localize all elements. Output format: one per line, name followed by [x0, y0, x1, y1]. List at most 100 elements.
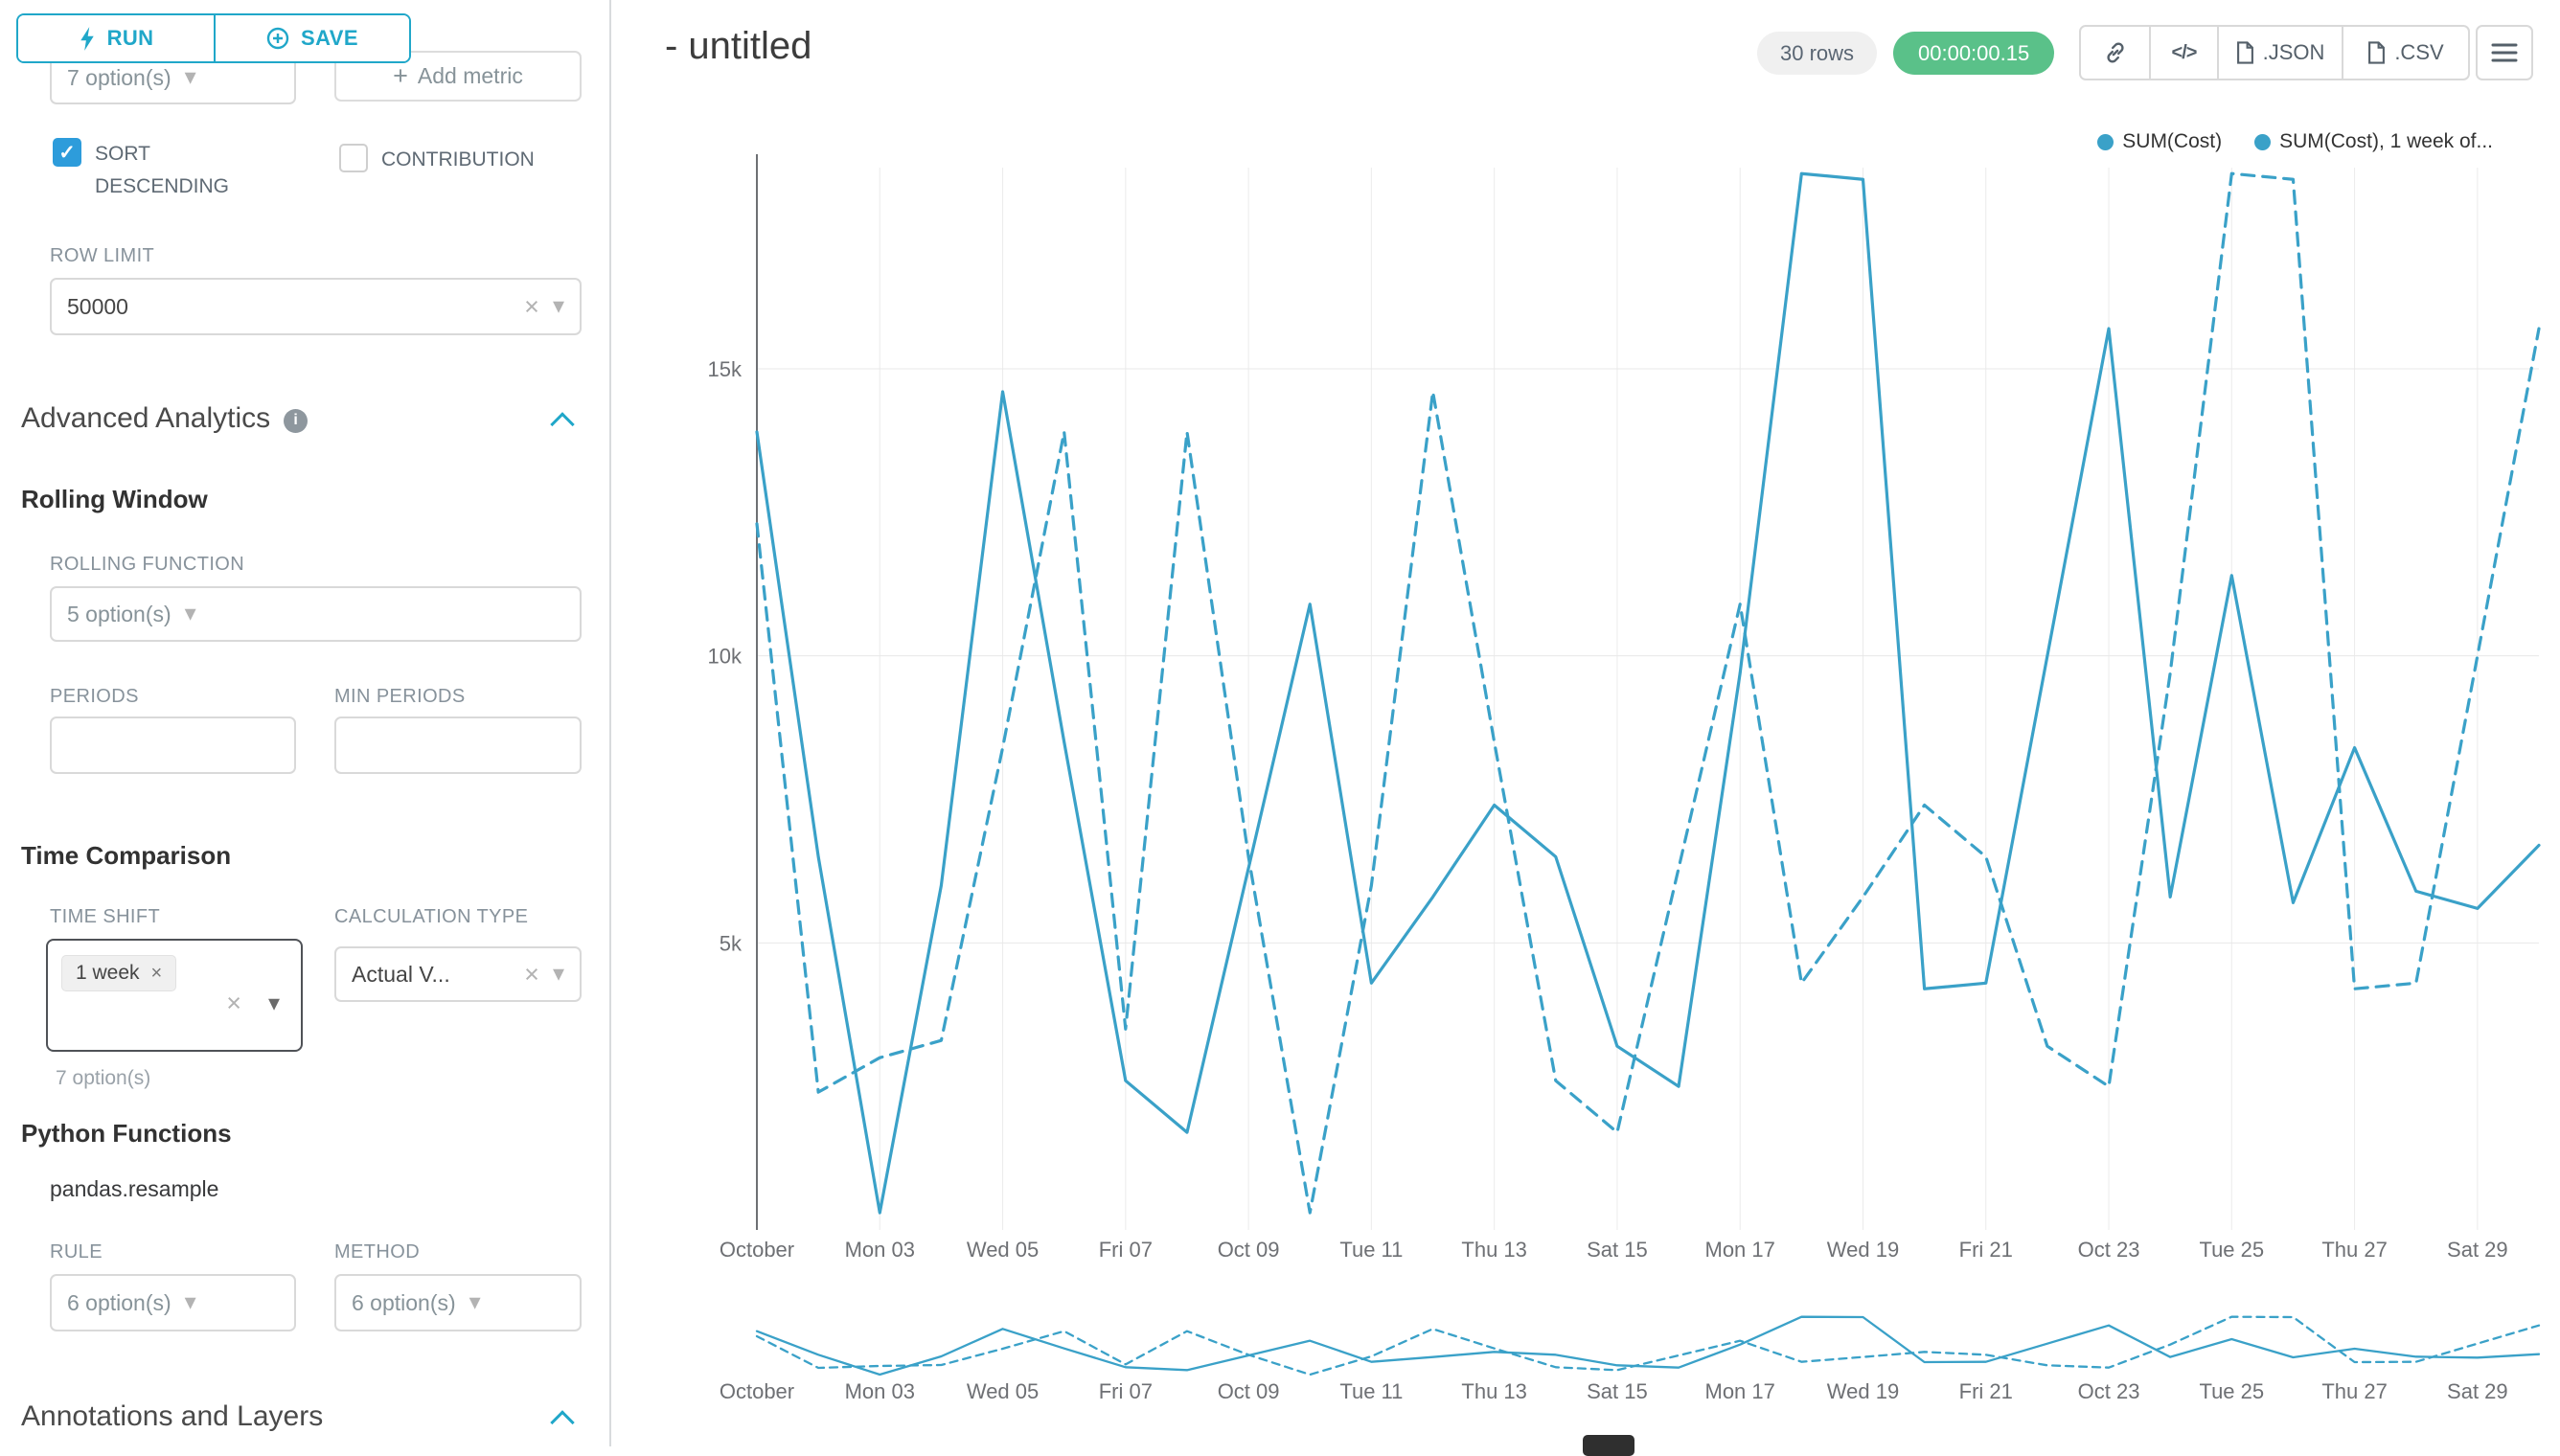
- run-button-label: RUN: [106, 26, 154, 50]
- save-button[interactable]: SAVE: [214, 15, 409, 61]
- clear-icon[interactable]: ×: [524, 959, 539, 989]
- contribution-label: CONTRIBUTION: [381, 148, 535, 171]
- time-shift-hint: 7 option(s): [56, 1067, 151, 1089]
- svg-text:Tue 25: Tue 25: [2199, 1379, 2264, 1403]
- chevron-down-icon: ▾: [184, 601, 196, 626]
- run-save-button-group: RUN SAVE: [16, 13, 411, 63]
- svg-text:Sat 15: Sat 15: [1587, 1238, 1648, 1262]
- add-metric-button[interactable]: + Add metric: [334, 51, 582, 102]
- legend-item-sum-cost-offset[interactable]: SUM(Cost), 1 week of...: [2254, 130, 2493, 153]
- svg-text:Thu 13: Thu 13: [1461, 1379, 1527, 1403]
- annotations-title: Annotations and Layers: [21, 1400, 324, 1432]
- chevron-down-icon: ▾: [552, 293, 564, 319]
- svg-text:Tue 11: Tue 11: [1339, 1379, 1403, 1403]
- svg-text:Wed 05: Wed 05: [967, 1238, 1039, 1262]
- python-functions-header: Python Functions: [21, 1119, 232, 1148]
- scroll-handle[interactable]: [1583, 1435, 1634, 1456]
- chevron-down-icon: ▾: [184, 1289, 196, 1315]
- pandas-resample-item: pandas.resample: [50, 1176, 219, 1201]
- svg-text:Oct 09: Oct 09: [1218, 1379, 1280, 1403]
- collapse-chevron-icon[interactable]: [550, 1410, 575, 1435]
- run-button[interactable]: RUN: [18, 15, 214, 61]
- legend-item-sum-cost[interactable]: SUM(Cost): [2097, 130, 2222, 153]
- export-csv-button[interactable]: .CSV: [2342, 27, 2468, 79]
- svg-text:Fri 07: Fri 07: [1099, 1379, 1153, 1403]
- chart-legend: SUM(Cost) SUM(Cost), 1 week of...: [2097, 130, 2493, 153]
- svg-text:5k: 5k: [720, 931, 743, 955]
- collapse-chevron-icon[interactable]: [550, 412, 575, 437]
- series-dot-icon: [2254, 133, 2272, 150]
- rolling-function-select[interactable]: 5 option(s) ▾: [50, 586, 582, 642]
- file-icon: [2368, 41, 2386, 64]
- metric-select-value: 7 option(s): [67, 64, 171, 90]
- svg-text:Wed 05: Wed 05: [967, 1379, 1039, 1403]
- chevron-down-icon: ▾: [184, 64, 196, 90]
- chevron-down-icon: ▾: [469, 1289, 481, 1315]
- svg-text:October: October: [720, 1379, 794, 1403]
- chevron-down-icon[interactable]: ▾: [267, 990, 280, 1016]
- hamburger-menu-icon: [2491, 43, 2518, 62]
- time-comparison-header: Time Comparison: [21, 841, 232, 870]
- chart-title: - untitled: [665, 25, 812, 67]
- series-dot-icon: [2097, 133, 2114, 150]
- rolling-window-header: Rolling Window: [21, 485, 208, 513]
- export-button-group: </> .JSON .CSV: [2079, 25, 2470, 80]
- calculation-type-label: CALCULATION TYPE: [334, 906, 529, 927]
- svg-text:Thu 27: Thu 27: [2321, 1238, 2388, 1262]
- svg-text:Mon 03: Mon 03: [845, 1379, 915, 1403]
- svg-text:Oct 23: Oct 23: [2078, 1379, 2140, 1403]
- rolling-function-value: 5 option(s): [67, 601, 171, 626]
- rolling-function-label: ROLLING FUNCTION: [50, 554, 245, 575]
- svg-text:15k: 15k: [708, 357, 743, 381]
- annotations-header[interactable]: Annotations and Layers: [21, 1400, 323, 1433]
- calculation-type-select[interactable]: Actual V... × ▾: [334, 946, 582, 1002]
- rule-label: RULE: [50, 1241, 103, 1263]
- view-query-button[interactable]: </>: [2149, 27, 2217, 79]
- svg-text:Tue 25: Tue 25: [2199, 1238, 2264, 1262]
- min-periods-input[interactable]: [334, 717, 582, 774]
- clear-icon[interactable]: ×: [226, 989, 241, 1017]
- copy-link-button[interactable]: [2081, 27, 2149, 79]
- svg-text:Fri 21: Fri 21: [1959, 1379, 2013, 1403]
- svg-text:Wed 19: Wed 19: [1827, 1238, 1899, 1262]
- clear-icon[interactable]: ×: [524, 291, 539, 321]
- check-icon: ✓: [58, 141, 76, 164]
- svg-text:October: October: [720, 1238, 794, 1262]
- rule-select[interactable]: 6 option(s) ▾: [50, 1274, 296, 1331]
- file-icon: [2236, 41, 2253, 64]
- timeseries-chart[interactable]: 5k 10k 15k October Mon 03 Wed 05 Fri 07 Oct 09 T…: [611, 134, 2560, 1288]
- save-button-label: SAVE: [301, 26, 358, 50]
- control-panel: 7 option(s) ▾ + Add metric RUN SAVE ✓ SO…: [0, 0, 611, 1446]
- svg-text:Fri 21: Fri 21: [1959, 1238, 2013, 1262]
- row-limit-label: ROW LIMIT: [50, 245, 155, 266]
- periods-label: PERIODS: [50, 686, 139, 707]
- svg-text:Mon 17: Mon 17: [1705, 1379, 1775, 1403]
- more-options-button[interactable]: [2476, 25, 2533, 80]
- time-shift-select[interactable]: 1 week × × ▾: [46, 939, 303, 1052]
- method-select[interactable]: 6 option(s) ▾: [334, 1274, 582, 1331]
- info-icon: i: [284, 408, 309, 433]
- contribution-control: ✓ CONTRIBUTION: [339, 144, 535, 176]
- timerange-preview-chart[interactable]: October Mon 03 Wed 05 Fri 07 Oct 09 Tue 11 Thu…: [611, 1303, 2560, 1446]
- export-json-button[interactable]: .JSON: [2217, 27, 2342, 79]
- rule-value: 6 option(s): [67, 1289, 171, 1315]
- query-timer-badge: 00:00:00.15: [1893, 32, 2055, 75]
- advanced-analytics-header[interactable]: Advanced Analytics i: [21, 402, 309, 435]
- export-json-label: .JSON: [2262, 40, 2325, 64]
- calculation-type-value: Actual V...: [352, 961, 450, 987]
- method-label: METHOD: [334, 1241, 421, 1263]
- tag-remove-icon[interactable]: ×: [150, 963, 163, 984]
- row-limit-select[interactable]: 50000 × ▾: [50, 278, 582, 335]
- time-shift-tag[interactable]: 1 week ×: [61, 955, 177, 991]
- link-icon: [2106, 42, 2124, 63]
- svg-text:Fri 07: Fri 07: [1099, 1238, 1153, 1262]
- time-shift-label: TIME SHIFT: [50, 906, 161, 927]
- legend-label: SUM(Cost), 1 week of...: [2279, 130, 2493, 152]
- svg-text:Mon 03: Mon 03: [845, 1238, 915, 1262]
- periods-input[interactable]: [50, 717, 296, 774]
- svg-text:Wed 19: Wed 19: [1827, 1379, 1899, 1403]
- row-limit-value: 50000: [67, 293, 128, 319]
- contribution-checkbox[interactable]: ✓: [339, 144, 368, 172]
- sort-descending-checkbox[interactable]: ✓: [53, 138, 81, 167]
